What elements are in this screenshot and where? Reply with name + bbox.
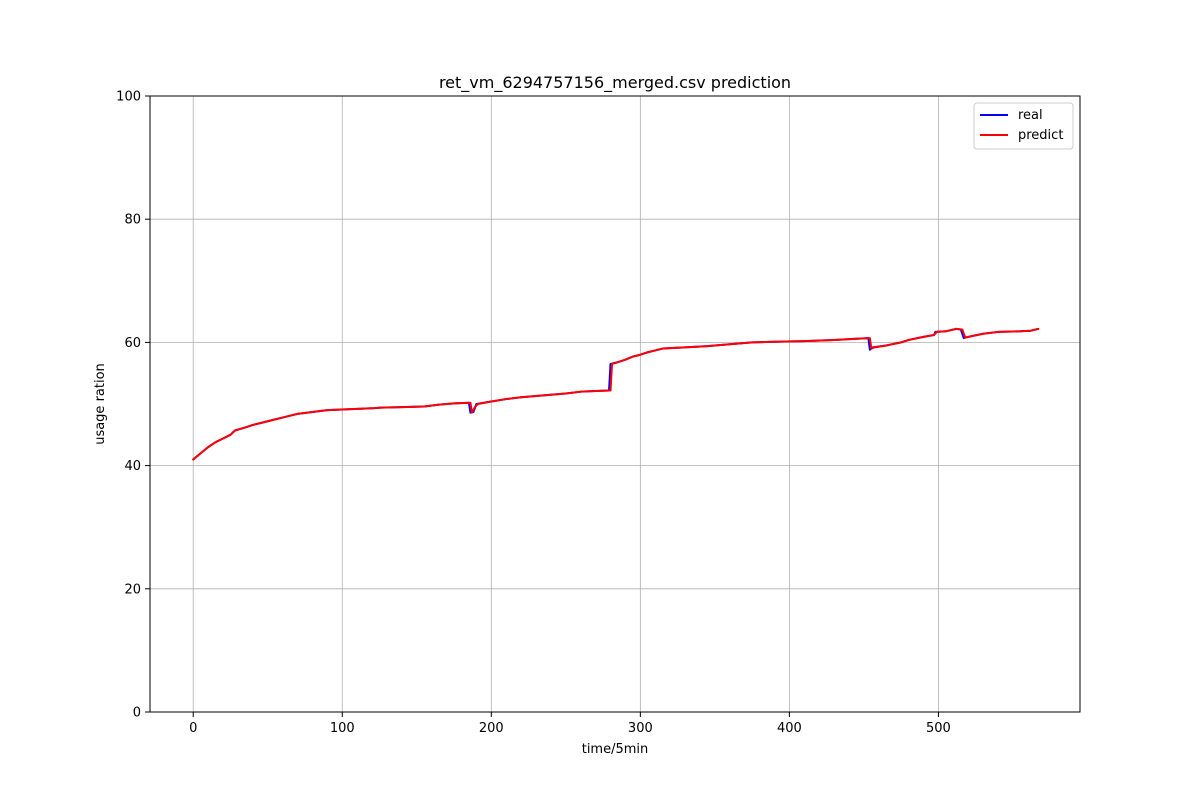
- chart-title: ret_vm_6294757156_merged.csv prediction: [439, 73, 791, 93]
- y-axis-ticks: 0 20 40 60 80 100: [116, 90, 150, 721]
- y-axis-label: usage ration: [93, 363, 108, 445]
- x-tick-label: 100: [330, 721, 355, 736]
- grid: [150, 95, 1080, 713]
- series-layer: [192, 327, 1040, 461]
- plot-frame: [149, 95, 1081, 713]
- x-tick-label: 500: [926, 721, 951, 736]
- x-tick-label: 400: [777, 721, 802, 736]
- y-tick-label: 20: [124, 582, 141, 597]
- x-axis-label: time/5min: [582, 742, 649, 757]
- series-line-predict: [192, 327, 1040, 461]
- x-tick-label: 200: [479, 721, 504, 736]
- y-tick-label: 0: [133, 706, 141, 721]
- legend-label-predict: predict: [1018, 128, 1063, 143]
- y-tick-label: 80: [124, 213, 141, 228]
- x-axis-ticks: 0 100 200 300 400 500: [189, 712, 951, 736]
- legend-label-real: real: [1018, 108, 1043, 123]
- x-tick-label: 0: [189, 721, 197, 736]
- x-tick-label: 300: [628, 721, 653, 736]
- y-tick-label: 40: [124, 459, 141, 474]
- y-tick-label: 100: [116, 90, 141, 105]
- legend: real predict: [973, 102, 1074, 150]
- y-tick-label: 60: [124, 336, 141, 351]
